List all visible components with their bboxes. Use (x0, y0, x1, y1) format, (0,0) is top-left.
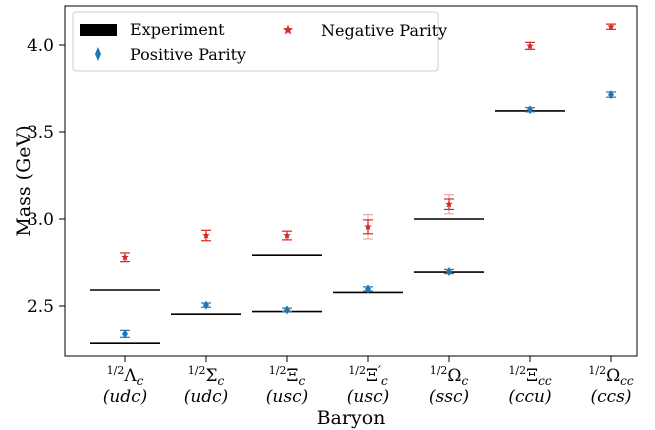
positive-parity-point (365, 284, 371, 294)
legend: Experiment Positive Parity Negative Pari… (72, 11, 447, 72)
legend-positive-label: Positive Parity (130, 45, 246, 64)
positive-parity-point (122, 329, 128, 339)
x-tick-label-sub: cc (620, 374, 634, 388)
x-tick-label-quarks: (udc) (184, 387, 229, 407)
legend-experiment-swatch (80, 24, 117, 36)
x-tick-label-spin: 1/2 (588, 364, 606, 377)
plot-area (90, 22, 616, 345)
x-tick-label: 1/2Λc (107, 364, 144, 388)
legend-frame (72, 11, 439, 72)
x-tick-label-spin: 1/2 (188, 364, 206, 377)
x-tick-label-quarks: (ccu) (508, 387, 551, 407)
positive-parity-point (203, 300, 209, 310)
y-tick-label: 4.0 (27, 36, 54, 56)
negative-parity-point (607, 22, 615, 30)
y-axis-label: Mass (GeV) (13, 125, 35, 236)
x-tick-label-quarks: (usc) (347, 387, 389, 407)
x-tick-label-spin: 1/2 (348, 364, 366, 377)
x-tick-label-spin: 1/2 (430, 364, 448, 377)
x-tick-label-sub: c (137, 374, 144, 388)
negative-parity-point (202, 231, 210, 239)
negative-parity-point (121, 253, 129, 261)
legend-experiment-label: Experiment (130, 20, 225, 39)
negative-parity-point (283, 231, 291, 239)
x-tick-label-quarks: (ccs) (590, 387, 631, 407)
y-tick-label: 3.5 (27, 123, 54, 143)
x-tick-label-symbol: Ω (447, 366, 461, 386)
x-tick-label: 1/2Ξ′c (348, 364, 388, 388)
positive-parity-point (608, 90, 614, 100)
x-axis-label: Baryon (317, 407, 386, 429)
x-tick-label: 1/2Ωcc (588, 364, 634, 388)
x-tick-label-prime: ′ (378, 364, 381, 379)
x-tick-label: 1/2Ξc (269, 364, 306, 388)
y-tick-label: 3.0 (27, 210, 54, 230)
x-tick-label-sub: c (462, 374, 469, 388)
x-tick-label-symbol: Ξ (526, 366, 538, 386)
x-tick-label: 1/2Σc (188, 364, 225, 388)
positive-parity-point (284, 305, 290, 315)
x-axis: 1/2Λc(udc)1/2Σc(udc)1/2Ξc(usc)1/2Ξ′c(usc… (103, 356, 634, 407)
negative-parity-point (364, 222, 372, 231)
x-tick-label-quarks: (usc) (266, 387, 308, 407)
x-tick-label-sub: c (381, 374, 388, 388)
y-tick-label: 2.5 (27, 297, 54, 317)
negative-parity-point (526, 41, 534, 50)
positive-parity-point (446, 267, 452, 277)
x-tick-label-spin: 1/2 (269, 364, 287, 377)
x-tick-label-spin: 1/2 (107, 364, 125, 377)
x-tick-label-symbol: Ξ (287, 366, 299, 386)
x-tick-label-symbol: Ξ (366, 366, 378, 386)
x-tick-label-quarks: (ssc) (429, 387, 469, 407)
x-tick-label: 1/2Ξcc (508, 364, 551, 388)
x-tick-label-symbol: Ω (606, 366, 620, 386)
plot-frame (64, 5, 638, 357)
x-tick-label-symbol: Λ (123, 366, 137, 386)
legend-negative-marker (282, 24, 294, 35)
legend-negative-label: Negative Parity (321, 21, 447, 40)
positive-parity-point (527, 105, 533, 115)
legend-positive-marker (95, 47, 101, 61)
x-tick-label-sub: c (298, 374, 305, 388)
x-tick-label-spin: 1/2 (508, 364, 526, 377)
negative-parity-point (445, 200, 453, 208)
x-tick-label: 1/2Ωc (430, 364, 469, 388)
x-tick-label-quarks: (udc) (103, 387, 148, 407)
y-axis: 2.5 3.0 3.5 4.0 (27, 36, 65, 317)
x-tick-label-sub: c (218, 374, 225, 388)
x-tick-label-sub: cc (538, 374, 552, 388)
x-tick-label-symbol: Σ (205, 366, 217, 386)
